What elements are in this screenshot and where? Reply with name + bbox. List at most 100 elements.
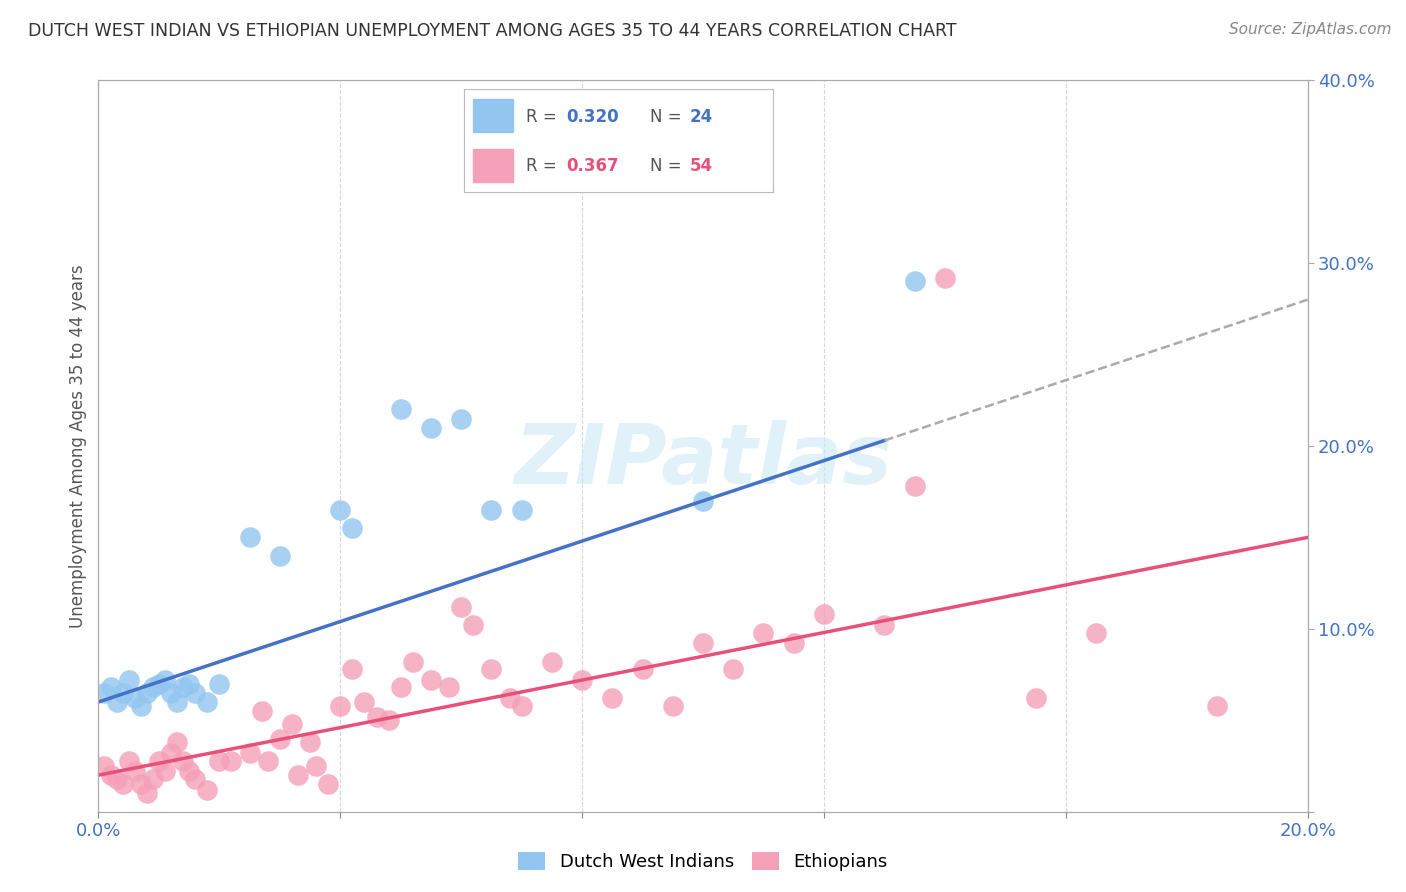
Point: [221, 754, 243, 768]
Point: [172, 681, 194, 695]
Point: [389, 402, 412, 417]
Point: [250, 704, 273, 718]
Point: [160, 686, 183, 700]
Point: [481, 662, 503, 676]
Text: 0.367: 0.367: [567, 157, 619, 175]
Point: [239, 530, 262, 544]
Point: [184, 686, 207, 700]
Point: [160, 746, 183, 760]
Point: [463, 618, 485, 632]
Point: [752, 146, 775, 161]
Point: [450, 599, 472, 614]
Point: [1206, 698, 1229, 713]
Point: [389, 681, 412, 695]
Point: [281, 717, 304, 731]
Point: [481, 503, 503, 517]
Bar: [474, 149, 513, 181]
Point: [287, 768, 309, 782]
Point: [420, 673, 443, 687]
Point: [142, 772, 165, 786]
Point: [208, 754, 231, 768]
Point: [179, 764, 201, 779]
Point: [129, 698, 152, 713]
Text: 54: 54: [690, 157, 713, 175]
Point: [510, 698, 533, 713]
Point: [450, 411, 472, 425]
Point: [752, 625, 775, 640]
Text: Source: ZipAtlas.com: Source: ZipAtlas.com: [1229, 22, 1392, 37]
Point: [239, 746, 262, 760]
Point: [329, 503, 352, 517]
Point: [184, 772, 207, 786]
Point: [93, 686, 115, 700]
Text: N =: N =: [650, 157, 686, 175]
Point: [118, 673, 141, 687]
Point: [153, 764, 176, 779]
Legend: Dutch West Indians, Ethiopians: Dutch West Indians, Ethiopians: [510, 845, 896, 879]
Point: [135, 686, 157, 700]
Point: [179, 676, 201, 690]
Point: [437, 681, 460, 695]
Point: [269, 731, 291, 746]
Point: [299, 735, 322, 749]
Text: 0.320: 0.320: [567, 108, 619, 126]
Point: [166, 695, 188, 709]
Point: [602, 691, 624, 706]
Point: [377, 714, 399, 728]
Point: [93, 759, 115, 773]
Point: [420, 421, 443, 435]
Point: [142, 681, 165, 695]
Point: [135, 787, 157, 801]
Point: [105, 772, 128, 786]
Point: [172, 754, 194, 768]
Point: [111, 686, 134, 700]
Point: [873, 618, 896, 632]
Point: [148, 676, 170, 690]
Point: [256, 754, 278, 768]
Point: [692, 493, 714, 508]
Point: [269, 549, 291, 563]
Point: [402, 655, 425, 669]
Point: [498, 691, 520, 706]
Point: [904, 275, 927, 289]
Point: [934, 270, 956, 285]
Point: [540, 655, 562, 669]
Text: N =: N =: [650, 108, 686, 126]
Point: [510, 503, 533, 517]
Point: [129, 777, 152, 791]
Point: [124, 764, 146, 779]
Point: [342, 662, 364, 676]
Text: R =: R =: [526, 108, 562, 126]
Point: [353, 695, 375, 709]
Point: [571, 673, 593, 687]
Point: [100, 681, 122, 695]
Text: 24: 24: [690, 108, 713, 126]
Point: [1085, 625, 1108, 640]
Point: [1024, 691, 1046, 706]
Point: [124, 691, 146, 706]
Point: [329, 698, 352, 713]
Point: [904, 479, 927, 493]
Y-axis label: Unemployment Among Ages 35 to 44 years: Unemployment Among Ages 35 to 44 years: [69, 264, 87, 628]
Point: [692, 636, 714, 650]
Point: [166, 735, 188, 749]
Point: [305, 759, 328, 773]
Text: ZIPatlas: ZIPatlas: [515, 420, 891, 501]
Point: [662, 698, 685, 713]
Bar: [474, 99, 513, 132]
Text: R =: R =: [526, 157, 562, 175]
Point: [118, 754, 141, 768]
Point: [366, 709, 388, 723]
Point: [153, 673, 176, 687]
Point: [208, 676, 231, 690]
Point: [813, 607, 835, 622]
Point: [100, 768, 122, 782]
Point: [342, 521, 364, 535]
Point: [195, 695, 218, 709]
Text: DUTCH WEST INDIAN VS ETHIOPIAN UNEMPLOYMENT AMONG AGES 35 TO 44 YEARS CORRELATIO: DUTCH WEST INDIAN VS ETHIOPIAN UNEMPLOYM…: [28, 22, 956, 40]
Point: [723, 662, 745, 676]
Point: [105, 695, 128, 709]
Point: [783, 636, 806, 650]
Point: [111, 777, 134, 791]
Point: [148, 754, 170, 768]
